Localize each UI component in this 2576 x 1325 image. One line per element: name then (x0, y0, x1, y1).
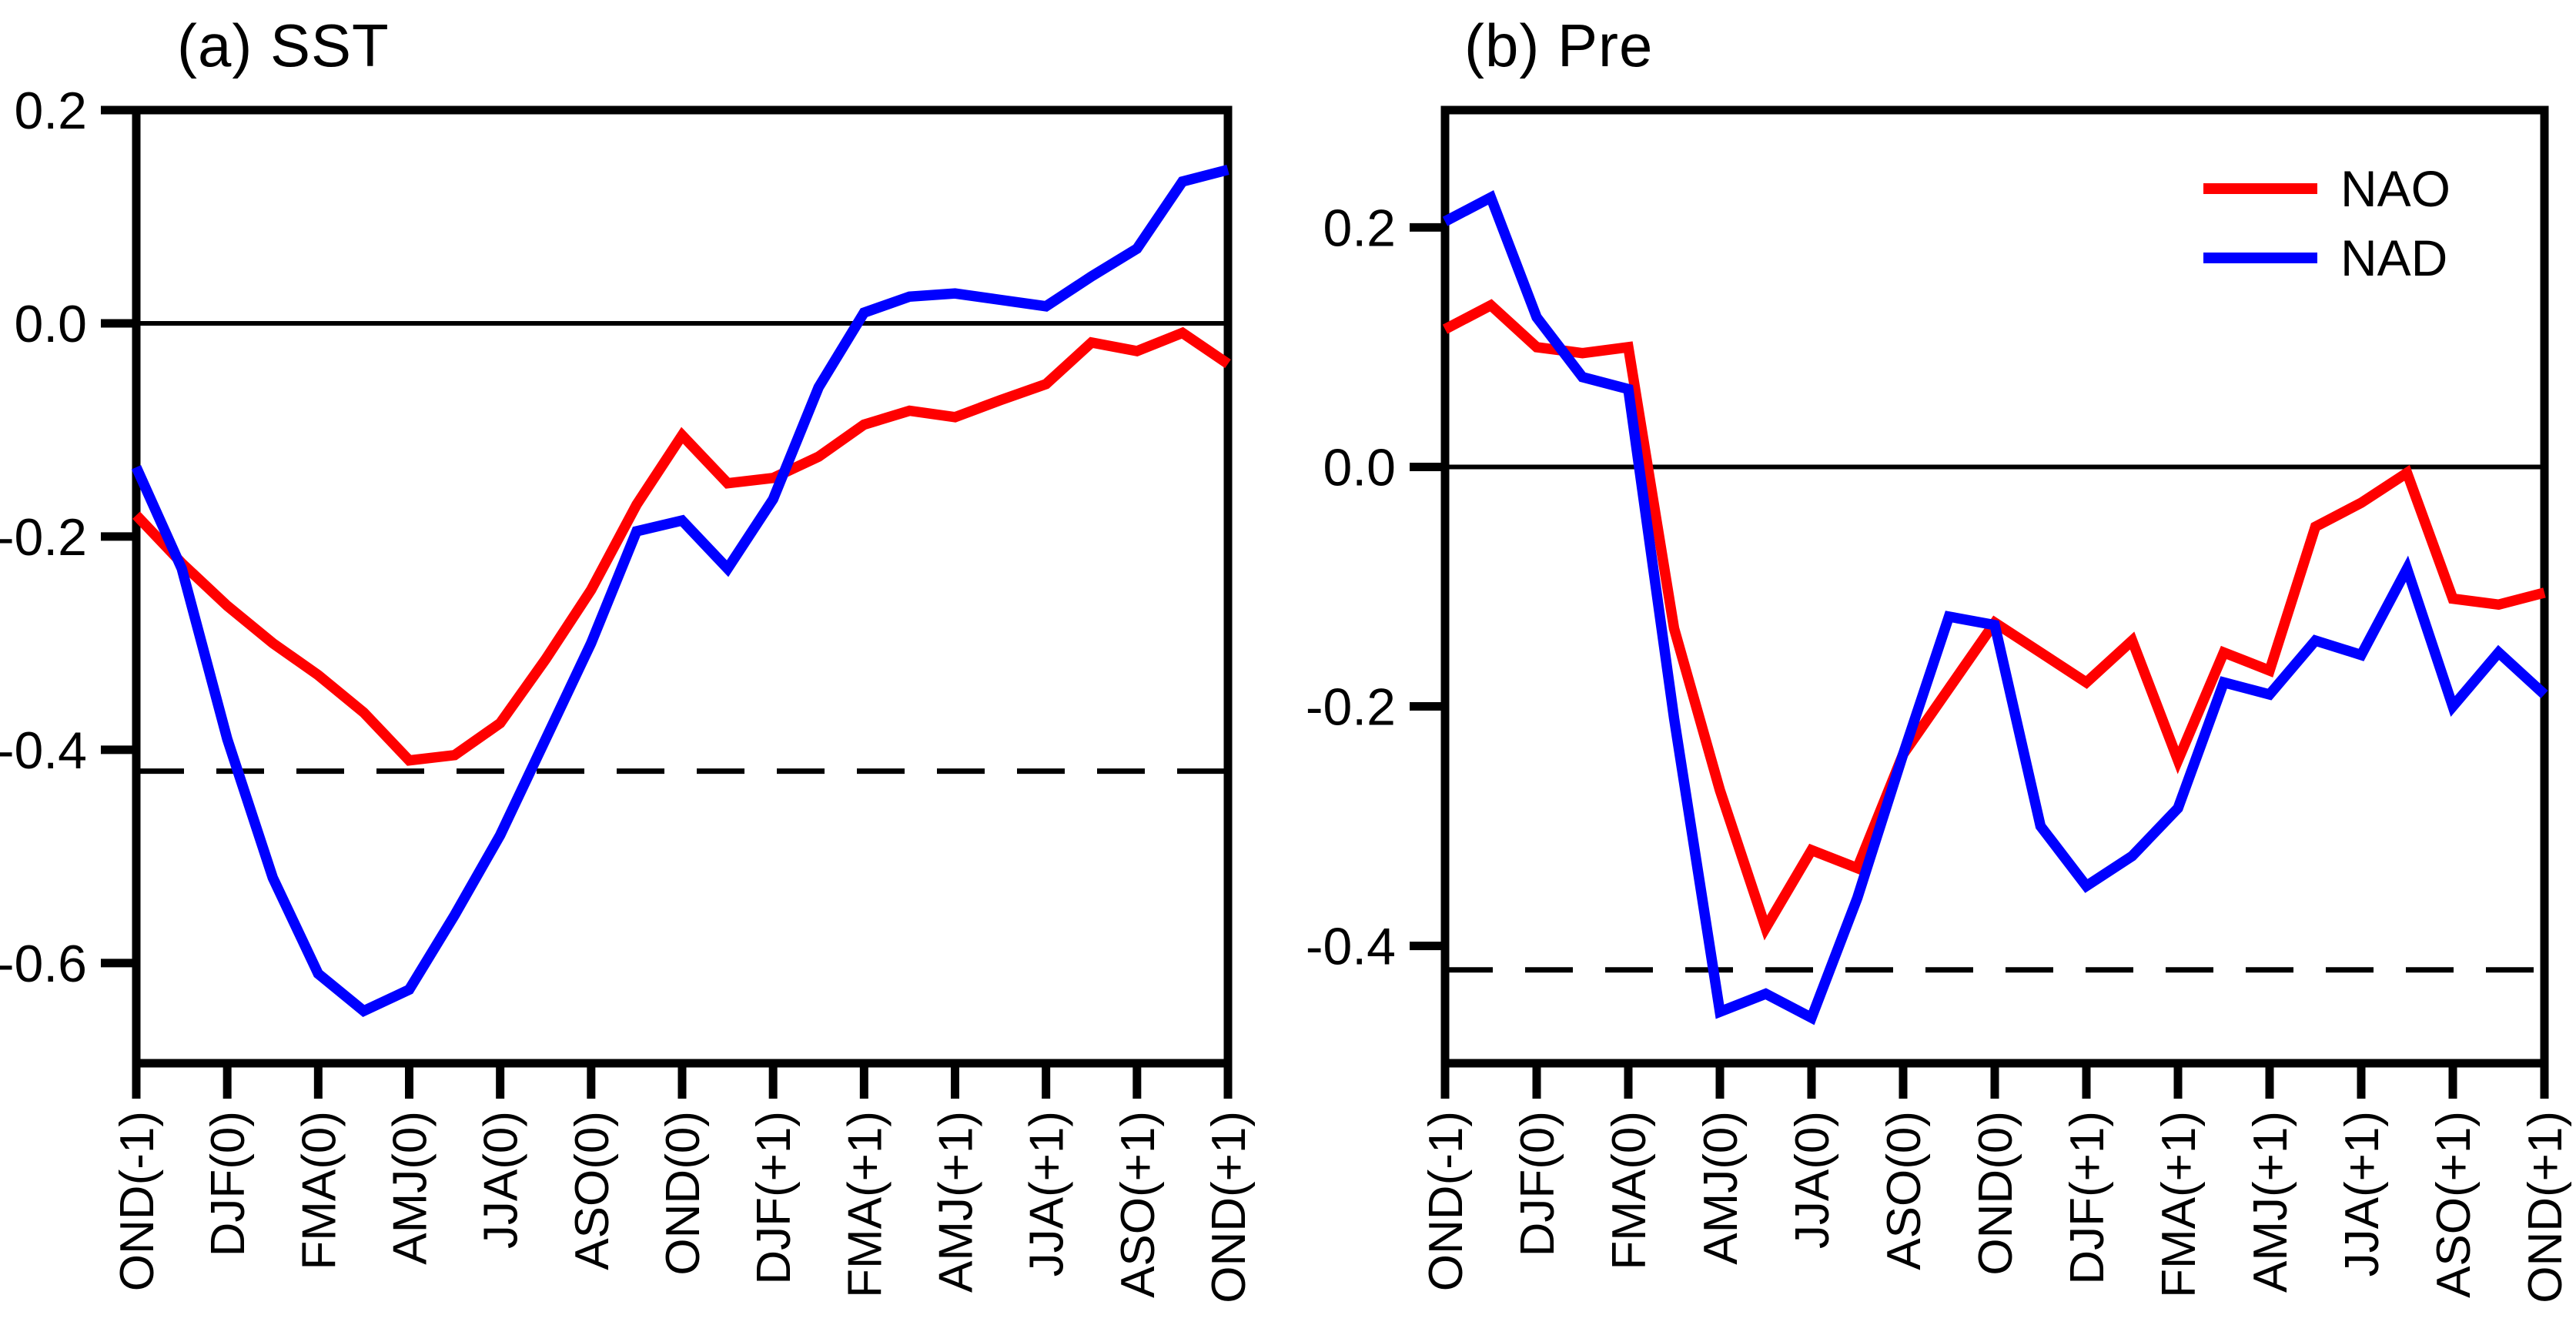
x-tick-label: AMJ(0) (1694, 1111, 1748, 1265)
y-tick-label: -0.4 (0, 721, 87, 780)
series-line-nao (132, 326, 1231, 766)
x-tick-label: AMJ(+1) (2244, 1111, 2297, 1293)
plot-box (132, 105, 1233, 1068)
x-tick-label: ASO(0) (1878, 1111, 1931, 1270)
nao-line-swatch-icon (2203, 183, 2317, 194)
x-tick-label: JJA(0) (1786, 1111, 1839, 1249)
x-tick-label: FMA(+1) (838, 1111, 892, 1298)
x-tick-label: FMA(+1) (2153, 1111, 2206, 1298)
x-tick-label: AMJ(0) (384, 1111, 437, 1265)
x-tick-label: ASO(+1) (2427, 1111, 2481, 1298)
x-tick-label: OND(-1) (111, 1111, 164, 1291)
legend-label-nao: NAO (2340, 160, 2451, 217)
x-tick-label: DJF(+1) (748, 1111, 801, 1285)
legend-entry-nao: NAO (2203, 163, 2451, 214)
x-tick-label: DJF(0) (1511, 1111, 1564, 1256)
x-tick-label: OND(-1) (1420, 1111, 1473, 1291)
x-tick-label: ASO(+1) (1112, 1111, 1165, 1298)
panel-a-title: (a) SST (177, 12, 390, 79)
x-tick-label: DJF(+1) (2061, 1111, 2114, 1285)
series-line-nad (1442, 190, 2548, 1026)
x-tick-label: OND(0) (657, 1111, 710, 1276)
x-tick-label: OND(+1) (2519, 1111, 2572, 1303)
y-tick-label: 0.0 (1323, 438, 1396, 497)
y-tick-label: 0.2 (1323, 199, 1396, 257)
x-tick-label: ASO(0) (566, 1111, 619, 1270)
y-tick-label: -0.6 (0, 935, 87, 993)
legend: NAO NAD (2203, 163, 2451, 283)
y-tick-label: -0.4 (1306, 918, 1396, 976)
y-tick-label: 0.2 (14, 82, 87, 140)
y-tick-label: -0.2 (0, 508, 87, 567)
x-tick-label: JJA(+1) (1021, 1111, 1074, 1276)
x-tick-label: JJA(0) (475, 1111, 528, 1249)
x-tick-label: FMA(0) (1603, 1111, 1656, 1270)
legend-label-nad: NAD (2340, 229, 2448, 286)
series-line-nad (131, 164, 1229, 1018)
x-tick-label: OND(+1) (1203, 1111, 1256, 1303)
y-tick-label: -0.2 (1306, 678, 1396, 737)
y-tick-label: 0.0 (14, 295, 87, 353)
legend-entry-nad: NAD (2203, 233, 2451, 283)
x-tick-label: FMA(0) (293, 1111, 346, 1270)
panel-b-title: (b) Pre (1464, 12, 1654, 79)
x-tick-label: JJA(+1) (2336, 1111, 2389, 1276)
x-tick-label: AMJ(+1) (930, 1111, 983, 1293)
x-tick-label: DJF(0) (202, 1111, 255, 1256)
nad-line-swatch-icon (2203, 253, 2317, 263)
x-tick-label: OND(0) (1969, 1111, 2022, 1276)
